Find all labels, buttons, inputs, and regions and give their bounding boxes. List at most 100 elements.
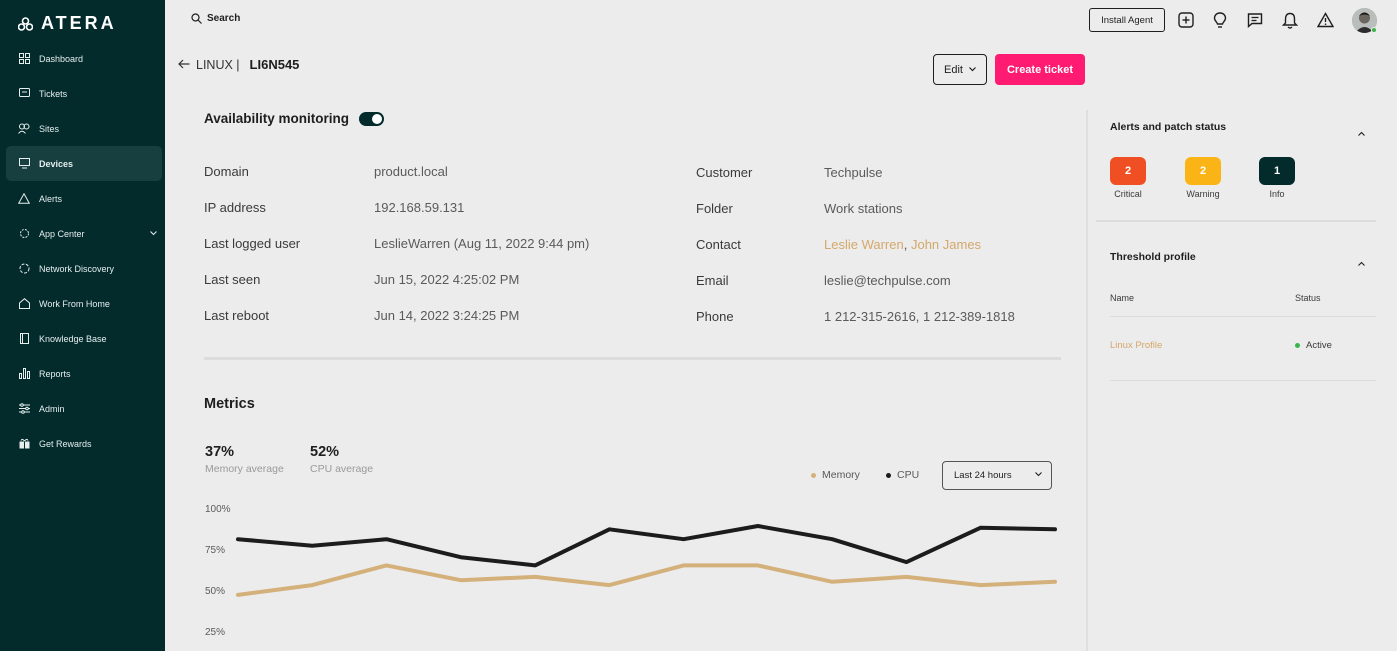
metrics-title: Metrics: [204, 396, 255, 412]
y-tick-label: 50%: [205, 586, 225, 597]
sidebar-item-label: Dashboard: [39, 53, 84, 64]
app-center-icon: [18, 228, 30, 240]
collapse-threshold-icon[interactable]: [1358, 253, 1365, 271]
profile-name-link[interactable]: Linux Profile: [1110, 340, 1163, 351]
time-range-label: Last 24 hours: [954, 470, 1012, 481]
create-ticket-button[interactable]: Create ticket: [995, 54, 1085, 85]
sidebar-item-sites[interactable]: Sites: [0, 111, 165, 146]
detail-key-last-user: Last logged user: [204, 236, 301, 251]
legend-cpu-label: CPU: [897, 469, 920, 481]
contact-separator: ,: [903, 237, 908, 252]
info-badge[interactable]: 1: [1259, 157, 1295, 185]
gift-icon: [18, 438, 30, 450]
table-row-divider: [1110, 380, 1376, 381]
search-label: Search: [207, 13, 241, 24]
sidebar-item-label: Devices: [39, 158, 74, 169]
critical-badge[interactable]: 2: [1110, 157, 1146, 185]
search-input[interactable]: Search: [191, 13, 240, 24]
panel-divider-line: [1096, 220, 1376, 222]
warning-badge[interactable]: 2: [1185, 157, 1221, 185]
add-icon[interactable]: [1177, 11, 1195, 29]
bell-icon[interactable]: [1281, 11, 1299, 29]
dashboard-icon: [18, 53, 30, 65]
sidebar-item-label: Knowledge Base: [39, 333, 107, 344]
sidebar-item-reports[interactable]: Reports: [0, 356, 165, 391]
metrics-chart: 100% 75% 50% 25%: [205, 504, 1057, 638]
detail-key-phone: Phone: [696, 309, 734, 324]
chevron-down-icon[interactable]: [150, 228, 157, 238]
sidebar-item-admin[interactable]: Admin: [0, 391, 165, 426]
chevron-down-icon: [1035, 472, 1042, 477]
cpu-average-label: CPU average: [310, 463, 374, 475]
edit-button[interactable]: Edit: [933, 54, 987, 85]
sidebar-item-label: App Center: [39, 228, 85, 239]
cpu-average-stat: 52% CPU average: [310, 444, 373, 475]
detail-value-phone: 1 212-315-2616, 1 212-389-1818: [824, 309, 1015, 324]
availability-monitoring: Availability monitoring: [204, 111, 385, 126]
memory-average-value: 37%: [205, 444, 235, 460]
sidebar-item-get-rewards[interactable]: Get Rewards: [0, 426, 165, 461]
detail-value-email: leslie@techpulse.com: [824, 273, 951, 288]
warning-icon[interactable]: [1316, 11, 1334, 29]
contact-link-2[interactable]: John James: [910, 237, 982, 252]
install-agent-button[interactable]: Install Agent: [1089, 8, 1165, 32]
warning-label: Warning: [1186, 189, 1220, 199]
y-tick-label: 75%: [205, 545, 225, 556]
sidebar-item-label: Reports: [39, 368, 71, 379]
sidebar-item-label: Tickets: [39, 88, 68, 99]
availability-toggle[interactable]: [359, 111, 385, 126]
back-arrow-icon[interactable]: [178, 58, 190, 72]
collapse-alerts-icon[interactable]: [1358, 123, 1365, 141]
devices-icon: [18, 158, 30, 170]
online-status-dot: [1371, 27, 1377, 33]
y-tick-label: 100%: [205, 504, 231, 515]
admin-icon: [18, 403, 30, 415]
page-title: LI6N545: [249, 57, 300, 72]
edit-label: Edit: [944, 63, 963, 76]
chart-series: [236, 524, 1057, 597]
detail-value-domain: product.local: [374, 164, 448, 179]
contact-link-1[interactable]: Leslie Warren: [824, 237, 904, 252]
folder-link[interactable]: Work stations: [824, 201, 903, 216]
detail-key-domain: Domain: [204, 164, 249, 179]
sidebar-item-label: Sites: [39, 123, 60, 134]
detail-key-email: Email: [696, 273, 729, 288]
detail-key-contact: Contact: [696, 237, 741, 252]
cpu-average-value: 52%: [310, 444, 340, 460]
y-axis-ticks: 100% 75% 50% 25%: [205, 504, 231, 638]
sidebar-item-label: Work From Home: [39, 298, 110, 309]
sidebar-item-alerts[interactable]: Alerts: [0, 181, 165, 216]
sidebar-nav: Dashboard Tickets Sites Devices Alerts A…: [0, 41, 165, 461]
breadcrumb: LINUX | LI6N545: [178, 57, 299, 72]
active-status-dot: [1295, 343, 1300, 348]
reports-icon: [18, 368, 30, 380]
lightbulb-icon[interactable]: [1211, 11, 1229, 29]
sidebar-item-devices[interactable]: Devices: [6, 146, 162, 181]
memory-series-line: [236, 563, 1057, 597]
sidebar-item-tickets[interactable]: Tickets: [0, 76, 165, 111]
breadcrumb-os[interactable]: LINUX |: [196, 57, 240, 72]
chat-icon[interactable]: [1246, 11, 1264, 29]
detail-key-last-reboot: Last reboot: [204, 308, 270, 323]
legend-memory: Memory: [811, 469, 860, 481]
detail-key-last-seen: Last seen: [204, 272, 261, 287]
sidebar-item-label: Network Discovery: [39, 263, 115, 274]
logo[interactable]: ATERA: [18, 13, 117, 34]
sidebar-item-dashboard[interactable]: Dashboard: [0, 41, 165, 76]
y-tick-label: 25%: [205, 627, 225, 638]
sidebar-item-network-discovery[interactable]: Network Discovery: [0, 251, 165, 286]
sidebar-item-app-center[interactable]: App Center: [0, 216, 165, 251]
alert-icon: [18, 193, 30, 205]
sidebar-item-label: Alerts: [39, 193, 63, 204]
time-range-select[interactable]: Last 24 hours: [942, 461, 1052, 490]
sidebar-item-knowledge-base[interactable]: Knowledge Base: [0, 321, 165, 356]
home-icon: [18, 298, 30, 310]
customer-link[interactable]: Techpulse: [824, 165, 883, 180]
sidebar-item-work-from-home[interactable]: Work From Home: [0, 286, 165, 321]
sites-icon: [18, 123, 30, 135]
cpu-series-line: [236, 524, 1057, 568]
search-icon: [191, 13, 202, 24]
profile-status: Active: [1295, 340, 1332, 351]
profile-status-label: Active: [1306, 340, 1332, 351]
cpu-legend-dot: [886, 472, 891, 478]
